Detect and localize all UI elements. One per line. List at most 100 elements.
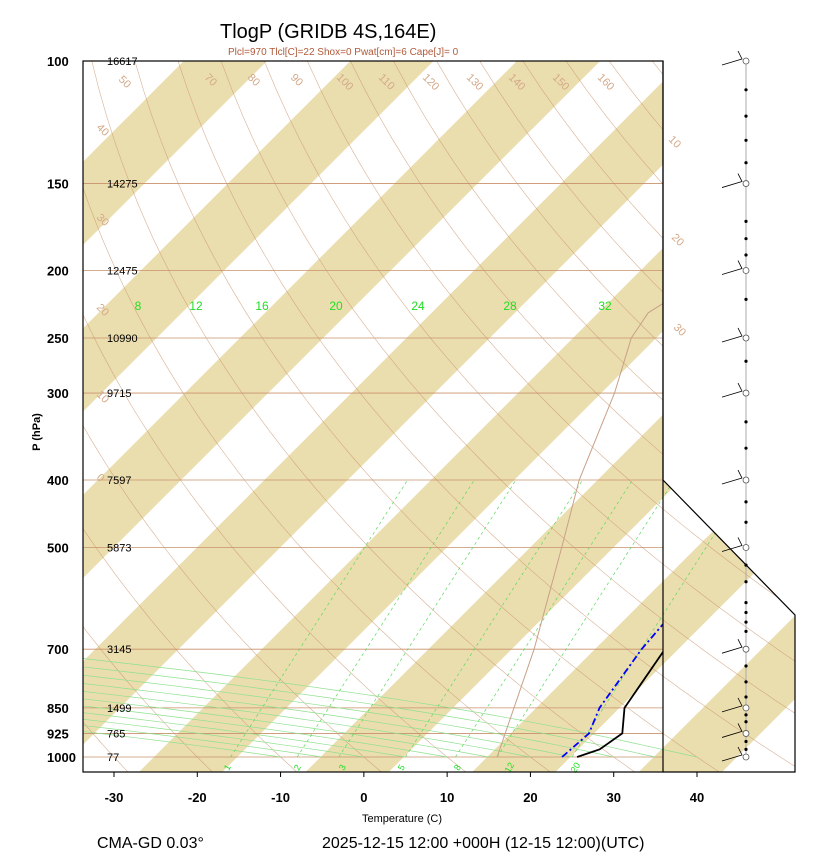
dry-adiabat [393,61,795,772]
moist-adiabat [83,270,573,758]
mixing-ratio-label: 12 [189,299,203,313]
dry-adiabat-label: 50 [116,74,133,91]
bottom-mixing-label: 3 [337,763,348,772]
dry-adiabat-label: 10 [666,134,683,151]
wind-barb [721,639,743,654]
dry-adiabat-label: 20 [669,232,686,249]
pressure-tick-label: 500 [47,540,69,555]
wind-dot [744,520,748,524]
pressure-tick-label: 1000 [47,750,76,765]
bottom-mixing-label: 8 [452,763,463,772]
mixing-ratio-label: 8 [135,299,142,313]
pressure-tick-label: 100 [47,54,69,69]
wind-station-circle [742,267,750,274]
moist-adiabat [83,270,448,758]
moist-adiabat [83,270,656,758]
moist-adiabat [83,270,406,758]
wind-station-circle [742,704,750,712]
parcel-curve [496,302,663,758]
wind-barb [721,382,743,398]
wind-dot [744,580,748,584]
wind-station-circle [742,334,750,342]
wind-station-circle [742,753,750,761]
dry-adiabat-label: 130 [464,72,485,93]
mixing-ratio-label: 28 [503,299,517,313]
wind-barb [721,327,743,343]
dry-adiabat [83,61,466,772]
x-tick-label: 0 [360,790,367,805]
height-label: 765 [107,728,125,740]
isotherm-band [83,61,328,772]
bottom-mixing-label: 20 [569,761,583,775]
pressure-tick-label: 150 [47,177,69,192]
dry-adiabat [220,61,795,772]
y-axis-label: P (hPa) [31,413,43,451]
dry-adiabat [91,61,635,772]
wind-dot [744,713,748,717]
height-label: 14275 [107,179,138,191]
height-label: 3145 [107,644,131,656]
height-label: 10990 [107,333,138,345]
height-label: 9715 [107,388,131,400]
mixing-ratio-label: 20 [329,299,343,313]
mixing-ratio-line [455,479,633,758]
wind-station-circle [742,476,750,484]
wind-dot [744,680,748,684]
height-label: 5873 [107,542,131,554]
wind-station-circle [742,389,750,397]
wind-dot [744,114,748,118]
height-label: 1499 [107,703,131,715]
dry-adiabat [651,61,795,772]
x-tick-label: -20 [188,790,207,805]
profile-curves [496,302,663,758]
wind-column [721,50,750,762]
wind-dot [744,664,748,668]
wind-dot [744,88,748,92]
wind-dot [744,138,748,142]
temperature-curve [576,650,663,758]
x-tick-label: 30 [606,790,620,805]
wind-station-circle [742,57,750,65]
wind-barb [721,697,743,713]
wind-station-circle [742,730,750,737]
moist-adiabat [83,270,614,758]
wind-barb [721,537,743,552]
mixing-ratio-line [496,479,675,758]
pressure-tick-label: 300 [47,386,69,401]
wind-dot [744,695,748,699]
height-label: 12475 [107,266,138,278]
pressure-tick-label: 250 [47,331,69,346]
dry-adiabat [83,61,297,772]
temperature-bands [83,61,795,772]
pressure-tick-label: 925 [47,726,69,741]
wind-dot [744,161,748,165]
pressure-tick-label: 200 [47,264,69,279]
wind-barb [721,260,743,275]
dry-adiabat [307,61,795,772]
wind-dot [744,253,748,257]
mixing-ratio-line [296,479,475,758]
wind-station-circle [742,645,750,653]
wind-barb [721,469,743,485]
bottom-mixing-label: 12 [503,761,517,775]
mixing-ratio-label: 32 [598,299,612,313]
moist-adiabat [83,270,698,758]
dry-adiabat [177,61,795,772]
wind-dot [744,219,748,223]
bottom-mixing-label: 5 [396,763,407,772]
isotherm-band [447,61,795,772]
wind-frame [662,61,796,773]
wind-dot [744,600,748,605]
wind-dot [744,420,748,424]
x-tick-label: -30 [105,790,124,805]
wind-dot [744,500,748,504]
dry-adiabat [134,61,720,772]
bottom-mixing-label: 2 [292,763,303,772]
footer-left: CMA-GD 0.03° [97,835,204,852]
wind-barb [721,50,743,66]
wind-dot [744,739,748,744]
moist-adiabat [83,270,531,758]
dry-adiabat-label: 160 [595,72,616,93]
wind-dot [744,747,748,751]
x-tick-label: 10 [440,790,454,805]
